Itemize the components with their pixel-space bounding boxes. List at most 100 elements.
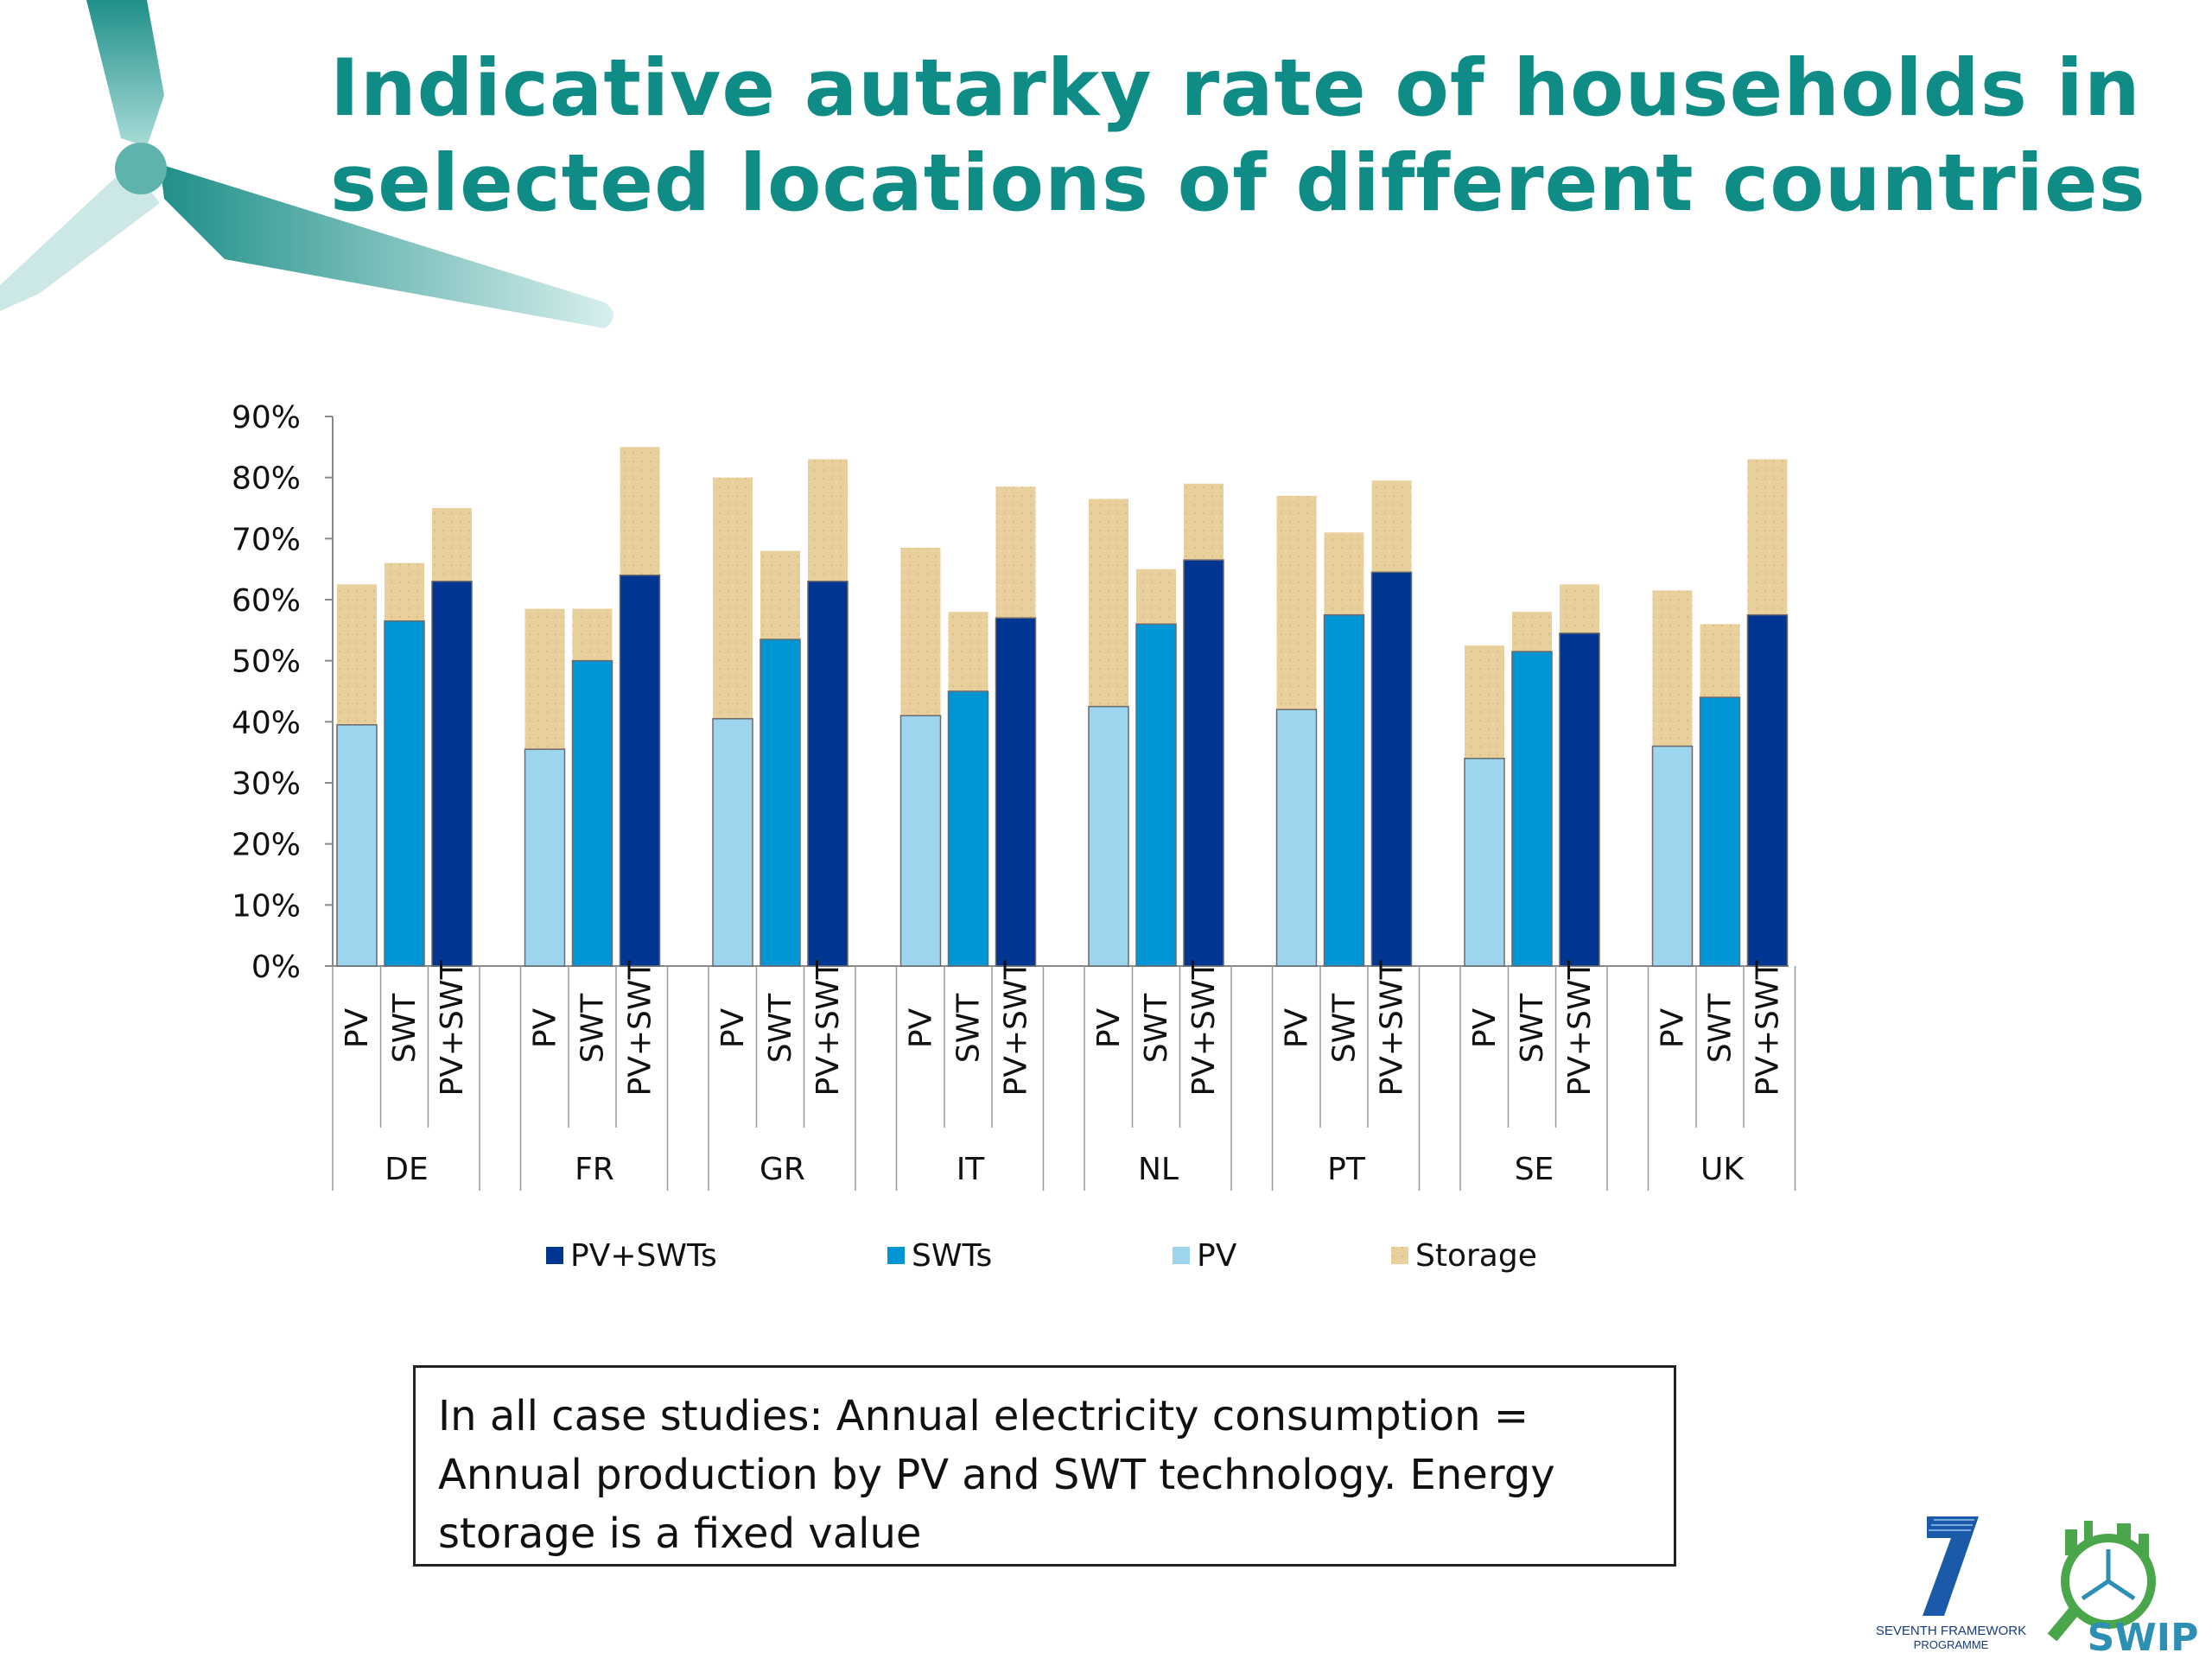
bar-storage-GR-PV <box>713 477 753 719</box>
bar-SE-PV+SWT <box>1559 632 1600 967</box>
x-tick-label-tech: SWT <box>575 993 611 1063</box>
bar-storage-SE-PV+SWT <box>1560 584 1599 633</box>
bar-storage-FR-SWT <box>572 608 613 661</box>
x-tick-label-tech: SWT <box>387 993 423 1063</box>
bar-UK-PV+SWT <box>1746 613 1789 967</box>
bar-storage-GR-PV+SWT <box>808 459 848 582</box>
y-tick-label: 10% <box>232 888 301 924</box>
bar-storage-DE-PV+SWT <box>432 508 472 582</box>
bar-storage-IT-PV+SWT <box>995 486 1036 619</box>
x-tick-label-tech: SWT <box>1327 993 1363 1063</box>
bar-NL-SWT <box>1135 623 1177 967</box>
bar-storage-DE-SWT <box>385 563 424 621</box>
bar-GR-PV+SWT <box>807 581 849 967</box>
title-line-2: selected locations of different countrie… <box>330 138 2146 229</box>
bar-GR-SWT <box>760 639 801 967</box>
x-tick-label-tech: SWT <box>951 993 987 1063</box>
x-tick-label-tech: PV+SWT <box>1186 960 1222 1096</box>
bar-DE-PV <box>336 724 378 967</box>
x-tick-label-tech: PV+SWT <box>1375 960 1410 1096</box>
x-tick-label-tech: PV <box>1091 1007 1127 1048</box>
swip-label: SWIP <box>2088 1616 2199 1659</box>
x-tick-label-country: GR <box>760 1152 805 1187</box>
x-tick-label-tech: PV <box>1280 1007 1315 1048</box>
x-tick-label-tech: PV <box>1656 1007 1691 1048</box>
bar-UK-SWT <box>1699 696 1741 967</box>
swip-logo: SWIP <box>2047 1521 2199 1659</box>
title-line-1: Indicative autarky rate of households in <box>330 43 2141 134</box>
x-tick-label-country: FR <box>575 1152 614 1187</box>
bar-storage-UK-SWT <box>1700 624 1740 698</box>
bar-storage-PT-PV+SWT <box>1371 480 1412 573</box>
bar-storage-PT-SWT <box>1324 532 1364 615</box>
y-tick-label: 60% <box>232 583 301 619</box>
autarky-bar-chart: 0% 10% 20% 30% 40% 50% 60% 70% 80% 90% PV SWT PV+SWT… <box>232 400 1796 1274</box>
bar-SE-SWT <box>1511 651 1553 967</box>
x-tick-label-tech: PV+SWT <box>623 960 658 1096</box>
x-tick-label-country: NL <box>1138 1152 1179 1187</box>
x-tick-label-tech: PV <box>340 1007 375 1048</box>
x-tick-label-tech: PV <box>715 1007 751 1048</box>
bar-PT-SWT <box>1323 613 1365 967</box>
x-tick-label-tech: PV+SWT <box>1751 960 1786 1096</box>
bar-DE-SWT <box>384 620 425 967</box>
y-tick-label: 20% <box>232 828 301 863</box>
bar-FR-SWT <box>571 659 613 967</box>
x-tick-label-country: IT <box>957 1152 986 1187</box>
bar-storage-NL-SWT <box>1136 569 1176 625</box>
bar-storage-NL-PV+SWT <box>1184 483 1224 561</box>
bar-storage-NL-PV <box>1089 499 1128 707</box>
bar-FR-PV <box>524 748 566 967</box>
x-tick-label-tech: PV+SWT <box>999 960 1034 1096</box>
bar-DE-PV+SWT <box>431 581 473 967</box>
bar-IT-SWT <box>947 690 989 967</box>
x-tick-label-country: PT <box>1327 1152 1366 1187</box>
bar-storage-UK-PV <box>1652 590 1693 747</box>
x-tick-label-tech: PV <box>904 1007 939 1048</box>
x-tick-label-tech: PV+SWT <box>1562 960 1598 1096</box>
bar-storage-IT-SWT <box>948 612 988 691</box>
bar-FR-PV+SWT <box>619 574 661 967</box>
bar-NL-PV+SWT <box>1183 559 1224 967</box>
legend-label: Storage <box>1415 1238 1537 1274</box>
x-tick-label-tech: SWT <box>1703 993 1738 1063</box>
bar-NL-PV <box>1088 705 1129 967</box>
bar-storage-FR-PV <box>524 608 565 750</box>
bar-PT-PV+SWT <box>1370 571 1413 967</box>
y-tick-label: 50% <box>232 645 301 680</box>
fp7-line-2: PROGRAMME <box>1914 1638 1989 1651</box>
bar-storage-PT-PV <box>1276 495 1317 710</box>
x-tick-label-country: UK <box>1700 1152 1745 1187</box>
bar-PT-PV <box>1275 709 1318 967</box>
legend-label: PV+SWTs <box>570 1238 717 1274</box>
y-tick-label: 40% <box>232 705 301 741</box>
x-tick-label-tech: SWT <box>1139 993 1174 1063</box>
y-tick-label: 30% <box>232 766 301 802</box>
x-tick-label-tech: PV <box>1467 1007 1503 1048</box>
legend-swatch <box>887 1247 905 1264</box>
bar-storage-FR-PV+SWT <box>620 447 660 575</box>
bar-GR-PV <box>712 718 753 967</box>
legend-label: PV <box>1197 1238 1237 1274</box>
bar-storage-SE-PV <box>1465 645 1504 759</box>
x-tick-label-tech: SWT <box>1515 993 1550 1063</box>
legend-label: SWTs <box>912 1238 992 1274</box>
bar-storage-GR-SWT <box>760 550 800 639</box>
x-tick-label-country: DE <box>385 1152 428 1187</box>
x-tick-label-tech: PV <box>528 1007 563 1048</box>
note-text: In all case studies: Annual electricity … <box>438 1392 1555 1558</box>
bar-IT-PV+SWT <box>995 617 1037 967</box>
y-tick-label: 0% <box>251 950 301 985</box>
bar-IT-PV <box>899 715 942 967</box>
note-box: In all case studies: Annual electricity … <box>413 1365 1676 1567</box>
logo-area: SEVENTH FRAMEWORK PROGRAMME SWIP <box>1876 1516 2199 1659</box>
fp7-logo: SEVENTH FRAMEWORK PROGRAMME <box>1876 1516 2026 1651</box>
bar-storage-UK-PV+SWT <box>1747 459 1788 615</box>
bar-SE-PV <box>1464 757 1505 967</box>
bar-storage-IT-PV <box>900 547 941 716</box>
wind-turbine-icon <box>0 0 613 328</box>
x-tick-label-tech: SWT <box>763 993 798 1063</box>
legend-swatch <box>1391 1247 1408 1264</box>
legend-swatch <box>1173 1247 1190 1264</box>
